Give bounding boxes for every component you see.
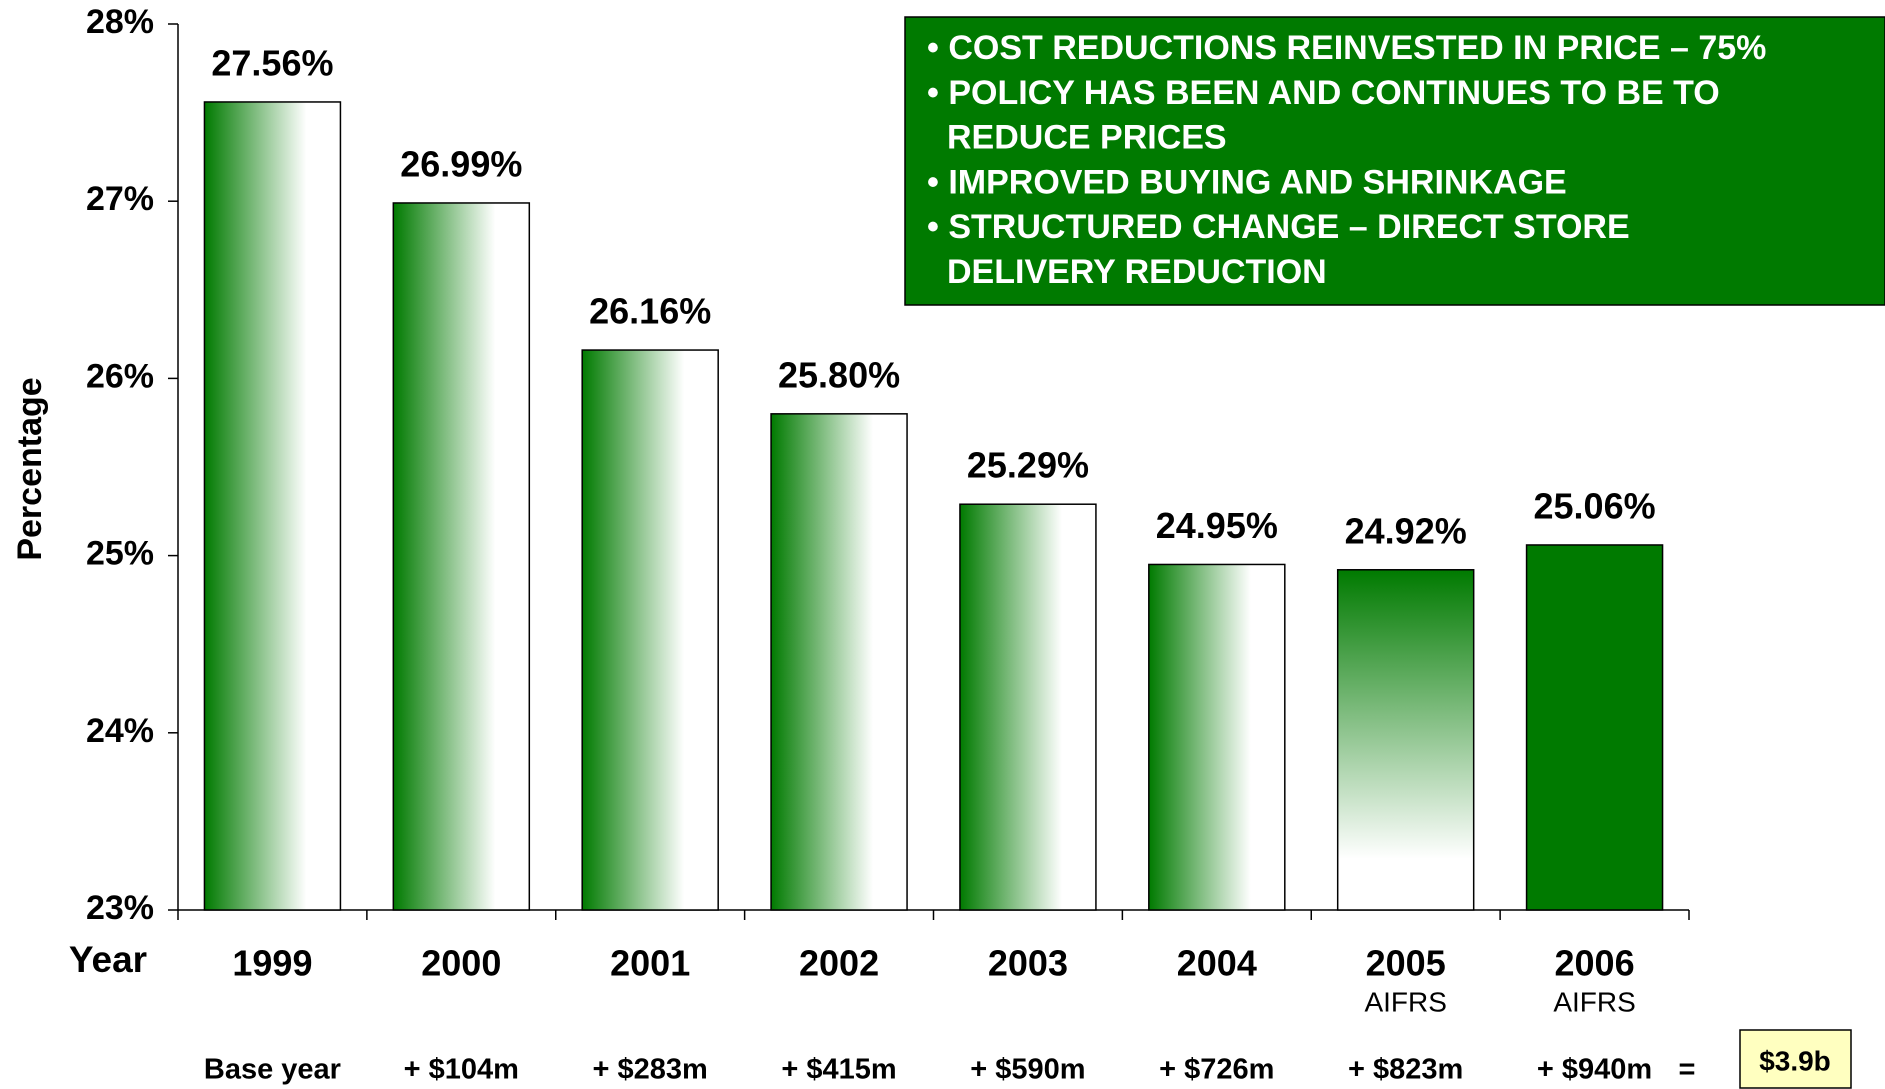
savings-label: Base year: [204, 1054, 341, 1086]
x-tick-label: 2004: [1177, 943, 1257, 984]
y-tick-label: 25%: [86, 535, 154, 573]
equals-sign: =: [1679, 1054, 1696, 1086]
annotation-line: DELIVERY REDUCTION: [947, 253, 1327, 291]
y-axis-label: Percentage: [11, 377, 49, 560]
savings-label: + $415m: [781, 1054, 896, 1086]
y-tick-label: 24%: [86, 712, 154, 750]
annotation-line: REDUCE PRICES: [947, 119, 1227, 157]
savings-label: + $590m: [970, 1054, 1085, 1086]
annotation-line: • COST REDUCTIONS REINVESTED IN PRICE – …: [927, 29, 1766, 67]
x-tick-label: 2005: [1366, 943, 1446, 984]
y-tick-label: 27%: [86, 180, 154, 218]
total-box: [1739, 1029, 1852, 1089]
bar: [1525, 544, 1664, 911]
bar: [203, 101, 342, 911]
annotation-line: • POLICY HAS BEEN AND CONTINUES TO BE TO: [927, 74, 1720, 112]
x-axis-label: Year: [69, 939, 147, 980]
annotation-line: • STRUCTURED CHANGE – DIRECT STORE: [927, 208, 1630, 246]
y-tick-label: 23%: [86, 889, 154, 927]
value-label: 25.29%: [967, 445, 1089, 486]
y-tick-label: 28%: [86, 3, 154, 41]
bar: [959, 503, 1097, 911]
value-label: 26.99%: [400, 143, 522, 184]
savings-label: + $283m: [593, 1054, 708, 1086]
x-tick-label: 2000: [421, 943, 501, 984]
bar: [1336, 569, 1475, 911]
category-note: AIFRS: [1364, 986, 1446, 1017]
y-tick-label: 26%: [86, 357, 154, 395]
annotation-line: • IMPROVED BUYING AND SHRINKAGE: [927, 163, 1567, 201]
value-label: 26.16%: [589, 291, 711, 332]
value-label: 25.80%: [778, 354, 900, 395]
bar: [1148, 563, 1286, 911]
savings-label: + $726m: [1159, 1054, 1274, 1086]
value-label: 25.06%: [1534, 485, 1656, 526]
bar: [392, 202, 531, 911]
value-label: 24.92%: [1345, 510, 1467, 551]
category-note: AIFRS: [1553, 986, 1635, 1017]
total-label: $3.9b: [1759, 1045, 1831, 1076]
savings-label: + $104m: [404, 1054, 519, 1086]
x-tick-label: 2003: [988, 943, 1068, 984]
bar: [770, 413, 908, 911]
value-label: 27.56%: [211, 42, 333, 83]
savings-label: + $940m: [1537, 1054, 1652, 1086]
annotation-box: [904, 16, 1885, 306]
x-tick-label: 2002: [799, 943, 879, 984]
savings-label: + $823m: [1348, 1054, 1463, 1086]
x-tick-label: 1999: [232, 943, 312, 984]
bar: [581, 349, 719, 911]
x-tick-label: 2001: [610, 943, 690, 984]
x-tick-label: 2006: [1555, 943, 1635, 984]
value-label: 24.95%: [1156, 505, 1278, 546]
